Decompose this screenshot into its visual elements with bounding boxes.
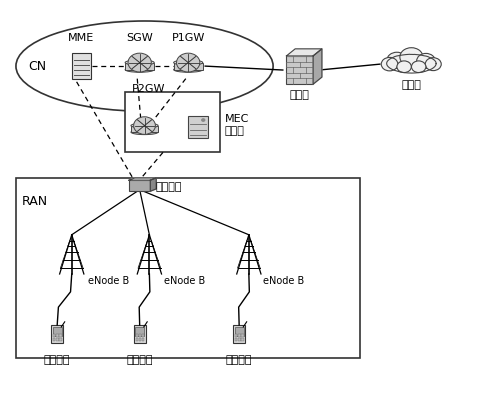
Bar bbox=[235, 335, 238, 337]
Bar bbox=[136, 338, 138, 340]
Polygon shape bbox=[129, 178, 156, 180]
Circle shape bbox=[425, 58, 441, 71]
Bar bbox=[142, 338, 144, 340]
Text: SGW: SGW bbox=[126, 32, 153, 43]
Bar bbox=[139, 335, 141, 337]
Circle shape bbox=[400, 48, 423, 66]
Text: 汇聚节点: 汇聚节点 bbox=[156, 182, 182, 192]
Bar bbox=[174, 62, 203, 70]
Bar bbox=[134, 325, 146, 342]
Text: 用户设备: 用户设备 bbox=[226, 355, 252, 365]
Circle shape bbox=[387, 52, 407, 68]
Circle shape bbox=[381, 57, 398, 71]
Circle shape bbox=[134, 117, 155, 134]
Bar bbox=[242, 335, 244, 337]
Text: 互联网: 互联网 bbox=[402, 80, 421, 90]
Text: MME: MME bbox=[68, 32, 95, 43]
Ellipse shape bbox=[174, 67, 203, 72]
Ellipse shape bbox=[131, 130, 158, 135]
Circle shape bbox=[400, 48, 423, 66]
Circle shape bbox=[202, 119, 204, 121]
Polygon shape bbox=[286, 49, 322, 56]
Text: eNode B: eNode B bbox=[88, 276, 129, 286]
Ellipse shape bbox=[174, 60, 203, 65]
Bar bbox=[233, 325, 245, 342]
Circle shape bbox=[397, 61, 411, 73]
Bar bbox=[235, 338, 238, 340]
Circle shape bbox=[381, 57, 398, 71]
Text: P2GW: P2GW bbox=[131, 84, 165, 94]
Bar bbox=[142, 335, 144, 337]
Bar bbox=[60, 338, 62, 340]
Bar bbox=[131, 126, 158, 132]
Bar bbox=[125, 92, 220, 152]
Bar bbox=[60, 335, 62, 337]
Ellipse shape bbox=[125, 67, 154, 72]
Bar bbox=[139, 338, 141, 340]
Bar bbox=[129, 180, 150, 191]
Text: MEC
服务器: MEC 服务器 bbox=[224, 114, 249, 136]
Bar bbox=[56, 335, 59, 337]
Circle shape bbox=[417, 53, 435, 68]
Bar bbox=[238, 338, 241, 340]
Bar bbox=[53, 327, 62, 337]
Text: 用户设备: 用户设备 bbox=[44, 355, 70, 365]
Polygon shape bbox=[313, 49, 322, 84]
Ellipse shape bbox=[131, 123, 158, 128]
Bar bbox=[16, 178, 361, 358]
Bar bbox=[135, 327, 144, 337]
Circle shape bbox=[397, 61, 411, 73]
Circle shape bbox=[425, 58, 441, 71]
Circle shape bbox=[411, 61, 426, 73]
Text: 用户设备: 用户设备 bbox=[126, 355, 153, 365]
Bar bbox=[56, 338, 59, 340]
Ellipse shape bbox=[385, 54, 438, 75]
Text: P1GW: P1GW bbox=[171, 32, 205, 43]
Text: 防火墙: 防火墙 bbox=[290, 90, 310, 100]
Bar bbox=[188, 116, 208, 138]
Circle shape bbox=[177, 53, 200, 72]
Circle shape bbox=[128, 53, 151, 72]
Bar bbox=[238, 335, 241, 337]
Bar bbox=[235, 327, 244, 337]
Bar bbox=[53, 335, 56, 337]
Bar bbox=[286, 56, 313, 84]
Polygon shape bbox=[150, 178, 156, 191]
Bar bbox=[72, 53, 91, 79]
Circle shape bbox=[411, 61, 426, 73]
Bar bbox=[51, 325, 63, 342]
Ellipse shape bbox=[125, 60, 154, 65]
Bar bbox=[136, 335, 138, 337]
Bar bbox=[125, 62, 154, 70]
Circle shape bbox=[417, 53, 435, 68]
Text: CN: CN bbox=[29, 60, 47, 73]
Text: eNode B: eNode B bbox=[264, 276, 305, 286]
Bar bbox=[242, 338, 244, 340]
Bar bbox=[53, 338, 56, 340]
Text: RAN: RAN bbox=[21, 195, 47, 208]
Circle shape bbox=[387, 52, 407, 68]
Text: eNode B: eNode B bbox=[164, 276, 205, 286]
